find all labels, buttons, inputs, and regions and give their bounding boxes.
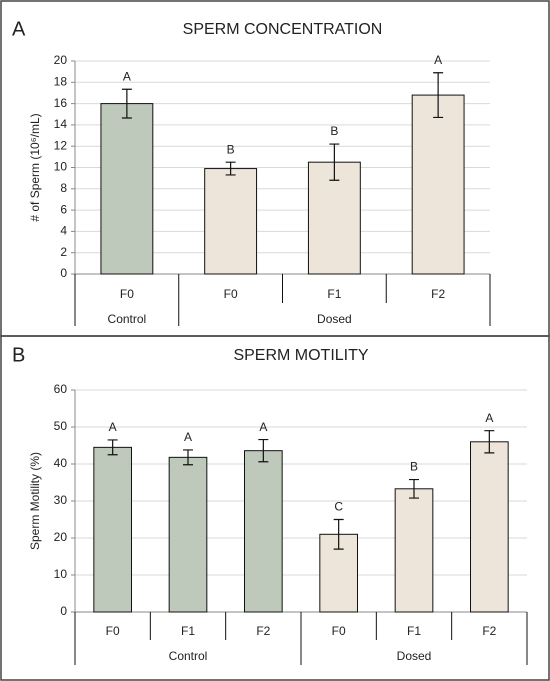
significance-letter: B [410, 460, 418, 474]
error-bar [329, 143, 340, 181]
y-tick-label: 30 [54, 493, 68, 507]
y-axis-label: # of Sperm (10⁶/mL) [28, 113, 42, 221]
x-tick-label: F2 [256, 624, 270, 638]
error-bar [258, 438, 269, 463]
x-tick-label: F0 [332, 624, 346, 638]
error-bar [333, 518, 344, 550]
x-tick-label: F0 [120, 287, 134, 301]
bar [93, 446, 133, 613]
bar [244, 450, 283, 613]
error-bar [183, 449, 193, 466]
chart-title: SPERM MOTILITY [233, 347, 368, 364]
significance-letter: C [334, 500, 343, 514]
panel-letter: A [12, 18, 26, 40]
y-tick-label: 14 [54, 117, 68, 131]
significance-letter: A [485, 411, 493, 425]
y-tick-label: 20 [54, 53, 68, 67]
y-tick-label: 50 [54, 419, 68, 433]
y-tick-label: 12 [54, 138, 68, 152]
x-tick-label: F2 [431, 287, 445, 301]
bar [411, 94, 465, 275]
error-bar [121, 88, 132, 119]
error-bar [484, 430, 495, 454]
y-tick-label: 0 [60, 604, 67, 618]
y-tick-label: 60 [54, 382, 68, 396]
y-tick-label: 16 [54, 96, 68, 110]
x-tick-label: F0 [224, 287, 238, 301]
significance-letter: A [184, 430, 192, 444]
y-tick-label: 40 [54, 456, 68, 470]
panel-frame [0, 0, 550, 337]
chart-title: SPERM CONCENTRATION [183, 21, 383, 38]
significance-letter: B [227, 142, 235, 156]
x-tick-label: F1 [407, 624, 421, 638]
y-tick-label: 2 [60, 245, 67, 259]
group-label: Control [169, 649, 208, 663]
panel-frame [0, 335, 550, 681]
y-tick-label: 0 [60, 266, 67, 280]
y-tick-label: 4 [60, 224, 67, 238]
x-tick-label: F1 [181, 624, 195, 638]
error-bar [225, 161, 236, 176]
group-label: Dosed [317, 312, 352, 326]
significance-letter: A [109, 420, 117, 434]
x-tick-label: F0 [106, 624, 120, 638]
x-tick-label: F2 [482, 624, 496, 638]
y-axis-label: Sperm Motility (%) [28, 452, 42, 550]
y-tick-label: 10 [54, 567, 68, 581]
error-bar [409, 478, 419, 499]
group-label: Dosed [397, 649, 432, 663]
bar [470, 441, 509, 613]
bar [204, 168, 258, 275]
group-label: Control [108, 312, 147, 326]
y-tick-label: 6 [60, 202, 67, 216]
significance-letter: B [330, 124, 338, 138]
significance-letter: A [259, 420, 267, 434]
bar [394, 488, 434, 613]
y-tick-label: 10 [54, 160, 68, 174]
error-bar [433, 72, 444, 119]
y-tick-label: 18 [54, 74, 68, 88]
significance-letter: A [123, 69, 131, 83]
significance-letter: A [434, 53, 442, 67]
error-bar [107, 439, 118, 456]
y-tick-label: 20 [54, 530, 68, 544]
panel-letter: B [12, 344, 25, 366]
y-tick-label: 8 [60, 181, 67, 195]
x-tick-label: F1 [327, 287, 341, 301]
bar [100, 103, 154, 275]
bar [168, 456, 208, 613]
